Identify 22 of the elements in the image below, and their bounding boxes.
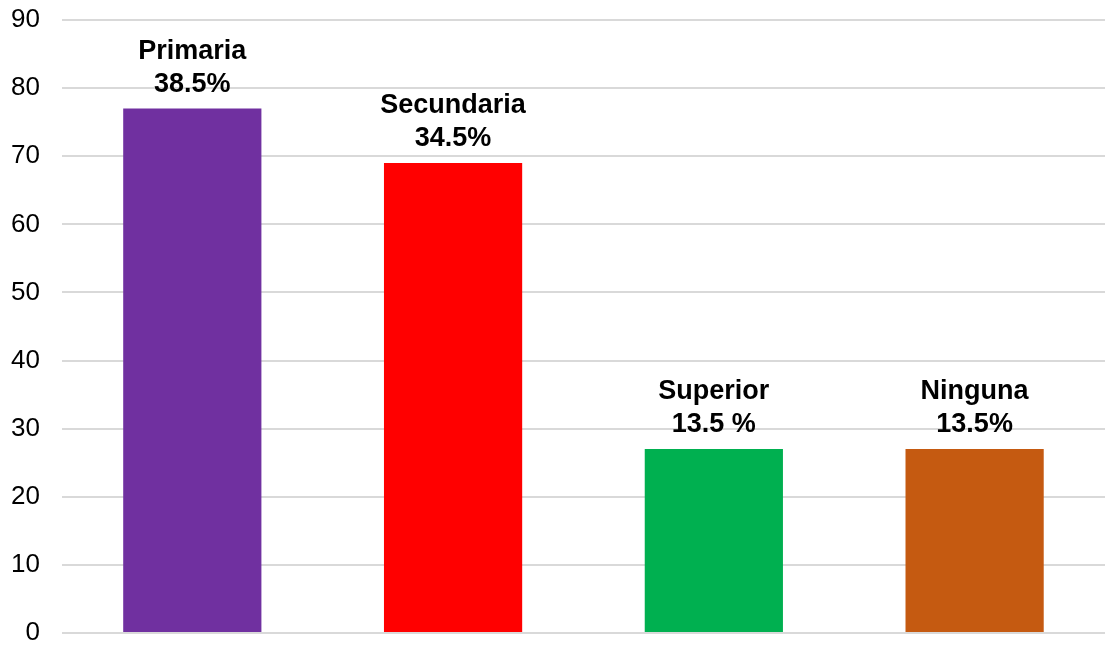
y-tick-label: 10 [11, 548, 40, 579]
y-tick-label: 0 [25, 616, 40, 646]
bar [383, 163, 523, 632]
y-tick-label: 30 [11, 411, 40, 442]
x-tick-label: Primaria [138, 34, 248, 65]
bar [905, 449, 1044, 632]
x-tick-label: Secundaria [380, 89, 527, 120]
x-tick-label: Superior [658, 375, 770, 406]
annotation: 38.5% [154, 67, 231, 98]
annotation: 13.5% [936, 408, 1013, 439]
y-tick-label: 90 [11, 3, 40, 34]
x-tick-label: Ninguna [920, 375, 1030, 406]
y-tick-label: 20 [11, 479, 40, 510]
y-tick-label: 40 [11, 343, 40, 374]
y-tick-label: 70 [11, 139, 40, 170]
bar [123, 108, 262, 632]
y-tick-label: 50 [11, 275, 40, 306]
annotation: 34.5% [414, 122, 492, 153]
y-tick-label: 60 [11, 207, 40, 238]
y-tick-label: 80 [11, 71, 40, 102]
annotation: 13.5 % [671, 408, 756, 439]
bar [644, 449, 783, 632]
